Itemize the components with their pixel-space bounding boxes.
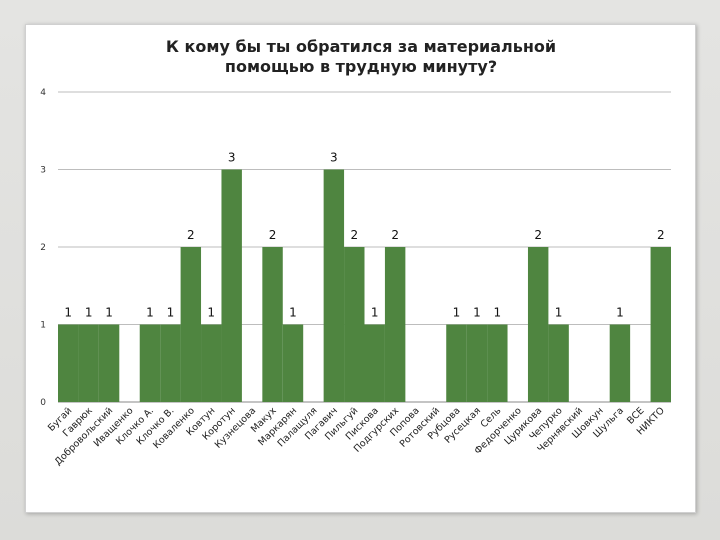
y-tick-label: 2 <box>40 243 46 253</box>
bar <box>446 324 467 402</box>
bar-value-label: 1 <box>207 306 215 320</box>
bar-value-label: 1 <box>167 306 175 320</box>
bar-value-label: 2 <box>534 228 542 242</box>
bar <box>609 324 631 402</box>
y-tick-label: 4 <box>40 88 46 98</box>
bar-value-label: 2 <box>350 228 358 242</box>
bar <box>98 324 120 402</box>
y-axis-ticks: 0 1 2 3 4 <box>40 88 46 408</box>
bar <box>262 247 283 402</box>
bar-value-label: 1 <box>616 306 624 320</box>
bar-value-label: 1 <box>85 306 93 320</box>
bar <box>180 247 202 402</box>
bar <box>282 324 304 402</box>
bar-value-label: 1 <box>473 306 481 320</box>
bar-value-label: 3 <box>228 151 236 165</box>
bar-value-label: 1 <box>105 306 113 320</box>
bar <box>364 324 385 402</box>
bar <box>487 324 508 402</box>
bar-value-label: 1 <box>555 306 563 320</box>
chart-title-line-1: К кому бы ты обратился за материальной <box>166 37 556 56</box>
bar <box>78 324 99 402</box>
bar <box>139 324 161 402</box>
bar <box>466 324 488 402</box>
bar <box>650 247 671 402</box>
chart-title-line-2: помощью в трудную минуту? <box>225 57 497 76</box>
bar-value-label: 3 <box>330 151 338 165</box>
bar-value-label: 1 <box>64 306 72 320</box>
y-tick-label: 0 <box>40 398 46 408</box>
bar <box>527 247 549 402</box>
y-tick-label: 1 <box>40 321 46 331</box>
bars <box>58 169 671 402</box>
bar <box>344 247 365 402</box>
bar <box>160 324 181 402</box>
bar <box>384 247 406 402</box>
bar-value-label: 1 <box>146 306 154 320</box>
bar <box>58 324 79 402</box>
bar-value-label: 2 <box>657 228 665 242</box>
bar-value-label: 1 <box>493 306 501 320</box>
y-tick-label: 3 <box>40 166 46 176</box>
bar <box>323 169 345 402</box>
bar-value-label: 2 <box>187 228 195 242</box>
bar <box>548 324 569 402</box>
bar-value-label: 1 <box>371 306 379 320</box>
bar-value-label: 2 <box>391 228 399 242</box>
bar-value-label: 1 <box>289 306 297 320</box>
bar-value-label: 2 <box>269 228 277 242</box>
bar-value-label: 1 <box>453 306 461 320</box>
bar <box>201 324 222 402</box>
bar <box>221 169 242 402</box>
